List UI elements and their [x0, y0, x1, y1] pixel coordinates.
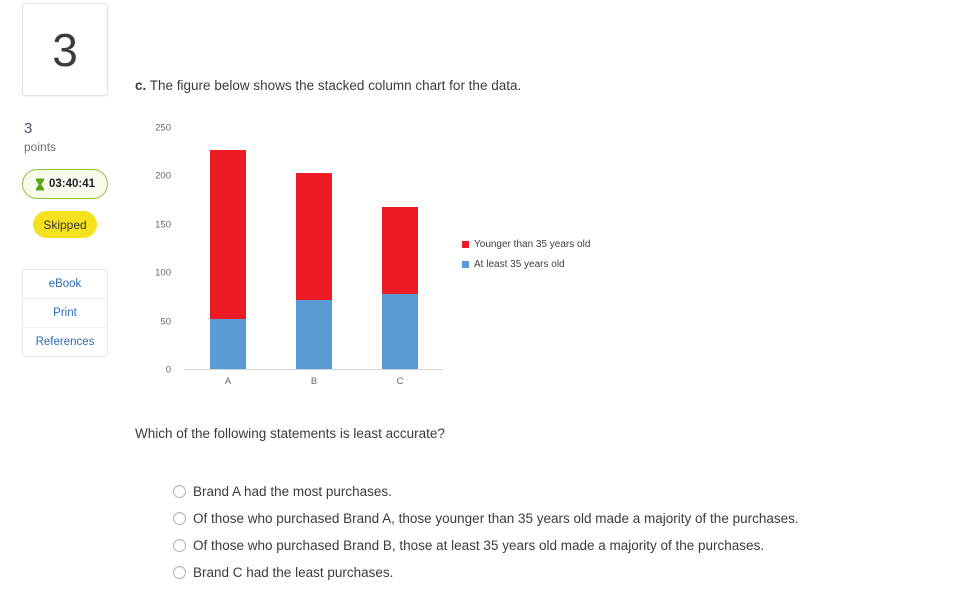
y-tick-label: 50: [160, 316, 171, 328]
link-references[interactable]: References: [35, 336, 95, 348]
radio-option-c[interactable]: [173, 539, 186, 552]
points-block: 3 points: [22, 120, 108, 154]
prompt-text: The figure below shows the stacked colum…: [149, 78, 522, 93]
y-tick-label: 250: [155, 122, 171, 134]
y-tick-label: 100: [155, 267, 171, 279]
option-row-c[interactable]: Of those who purchased Brand B, those at…: [173, 532, 799, 559]
option-row-a[interactable]: Brand A had the most purchases.: [173, 478, 799, 505]
chart-plot: [185, 128, 443, 370]
points-value: 3: [24, 120, 33, 137]
question-content: c. The figure below shows the stacked co…: [135, 70, 945, 610]
option-row-d[interactable]: Brand C had the least purchases.: [173, 559, 799, 586]
bar-segment: [382, 207, 418, 294]
bar-segment: [382, 293, 418, 369]
y-tick-label: 150: [155, 219, 171, 231]
option-text-b: Of those who purchased Brand A, those yo…: [193, 511, 799, 526]
hourglass-icon: [35, 178, 45, 191]
question-sidebar: 3 3 points 03:40:41 Skipped eBook Print …: [22, 0, 108, 357]
radio-option-d[interactable]: [173, 566, 186, 579]
bar-segment: [296, 299, 332, 369]
legend-label-atleast: At least 35 years old: [474, 259, 565, 270]
legend-item-atleast: At least 35 years old: [462, 259, 590, 270]
bar-segment: [210, 318, 246, 369]
x-tick-label: A: [224, 376, 232, 387]
question-prompt: c. The figure below shows the stacked co…: [135, 78, 521, 93]
legend-label-younger: Younger than 35 years old: [474, 239, 591, 250]
question-number-card: 3: [22, 3, 108, 96]
link-print[interactable]: Print: [23, 299, 107, 328]
timer-value: 03:40:41: [48, 178, 96, 190]
y-tick-label: 0: [165, 364, 171, 376]
bar-segment: [296, 173, 332, 300]
radio-option-b[interactable]: [173, 512, 186, 525]
stacked-bar: [296, 128, 332, 369]
resource-links: eBook Print References: [22, 269, 108, 357]
answer-options: Brand A had the most purchases. Of those…: [173, 478, 799, 586]
bar-b: [271, 128, 357, 369]
option-row-b[interactable]: Of those who purchased Brand A, those yo…: [173, 505, 799, 532]
link-ebook[interactable]: eBook: [23, 270, 107, 299]
legend-swatch-blue: [462, 261, 469, 268]
option-text-a: Brand A had the most purchases.: [193, 484, 392, 499]
option-text-c: Of those who purchased Brand B, those at…: [193, 538, 765, 553]
x-tick-label: C: [396, 376, 404, 387]
stacked-bar: [210, 128, 246, 369]
legend-item-younger: Younger than 35 years old: [462, 239, 590, 250]
question-text: Which of the following statements is lea…: [135, 426, 445, 441]
points-label: points: [24, 140, 57, 154]
x-tick-label: B: [310, 376, 318, 387]
y-tick-label: 200: [155, 170, 171, 182]
stacked-bar: [382, 128, 418, 369]
prompt-letter: c.: [135, 78, 147, 93]
timer-badge: 03:40:41: [22, 169, 108, 199]
y-axis-ticks: 0 50 100 150 200 250: [135, 123, 177, 376]
bar-segment: [210, 150, 246, 319]
x-axis-labels: A B C: [185, 376, 443, 387]
bar-c: [357, 128, 443, 369]
legend-swatch-red: [462, 241, 469, 248]
status-badge: Skipped: [33, 211, 97, 238]
question-number: 3: [52, 23, 78, 76]
stacked-column-chart: 0 50 100 150 200 250 A B C Younger than 35 year…: [135, 123, 775, 401]
chart-legend: Younger than 35 years old At least 35 ye…: [462, 239, 590, 270]
option-text-d: Brand C had the least purchases.: [193, 565, 394, 580]
radio-option-a[interactable]: [173, 485, 186, 498]
bar-a: [185, 128, 271, 369]
